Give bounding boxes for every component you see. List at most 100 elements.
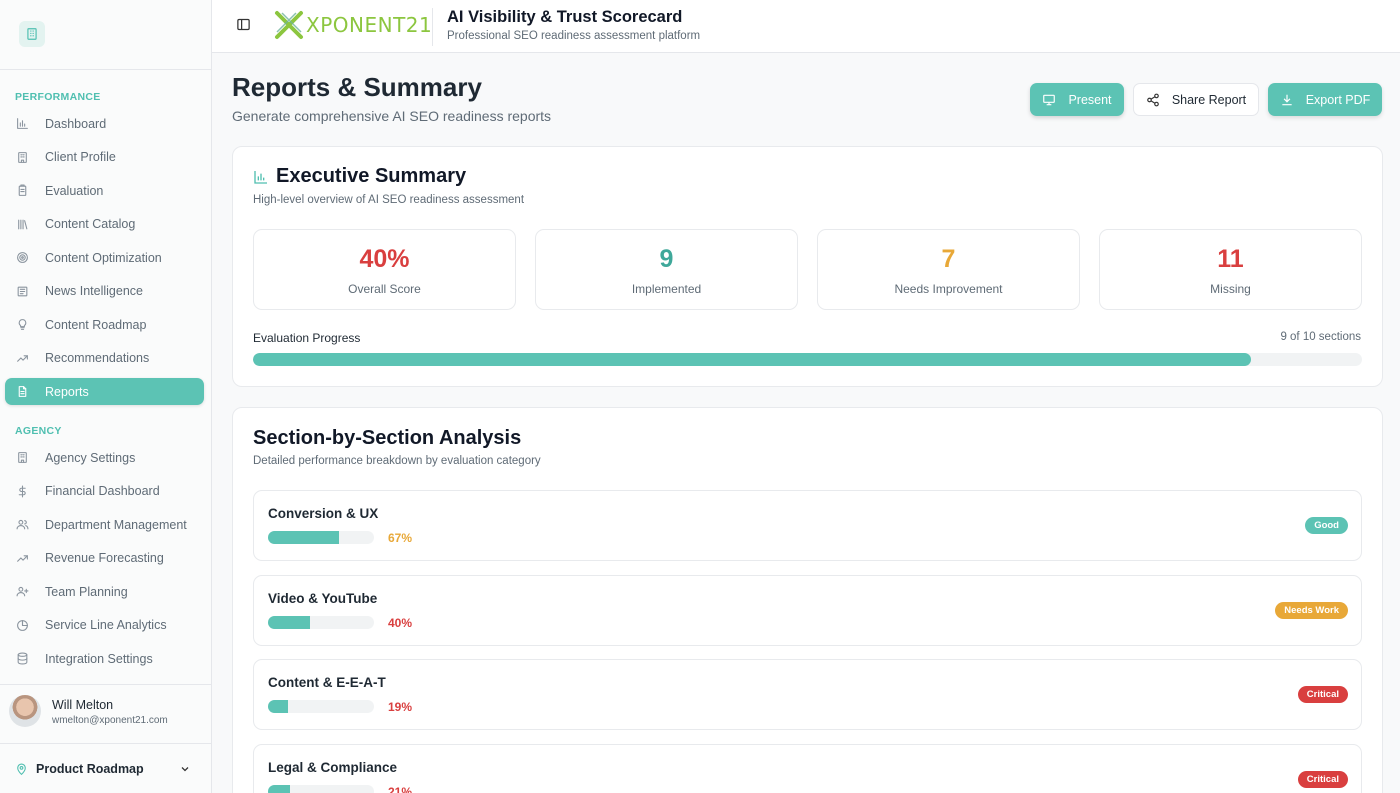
- stat-needs-improvement: 7 Needs Improvement: [817, 229, 1080, 310]
- sidebar-item-label: Service Line Analytics: [45, 618, 167, 632]
- header-divider: [432, 8, 433, 46]
- section-score-bar: [268, 700, 374, 713]
- user-plus-icon: [15, 585, 29, 599]
- sidebar-item-evaluation[interactable]: Evaluation: [5, 177, 204, 204]
- sidebar-item-reports[interactable]: Reports: [5, 378, 204, 405]
- sidebar-item-label: Client Profile: [45, 150, 116, 164]
- section-score-fill: [268, 700, 289, 713]
- building-icon: [15, 150, 29, 164]
- avatar: [9, 695, 41, 727]
- sidebar-item-client-profile[interactable]: Client Profile: [5, 144, 204, 171]
- trending-up-icon: [15, 551, 29, 565]
- sidebar-item-label: Agency Settings: [45, 450, 136, 465]
- lightbulb-icon: [15, 318, 29, 332]
- product-roadmap-label: Product Roadmap: [36, 762, 144, 776]
- section-score-percent: 19%: [388, 700, 413, 714]
- stat-label: Implemented: [631, 282, 702, 296]
- executive-summary-title: Executive Summary: [276, 165, 467, 187]
- executive-summary-card: Executive Summary High-level overview of…: [232, 146, 1383, 387]
- sidebar-item-label: News Intelligence: [45, 284, 143, 298]
- evaluation-progress-label: Evaluation Progress: [253, 331, 361, 345]
- share-report-button[interactable]: Share Report: [1133, 83, 1259, 116]
- download-icon: [1280, 93, 1294, 107]
- clipboard-icon: [15, 184, 29, 198]
- section-name: Legal & Compliance: [268, 759, 398, 775]
- export-pdf-button[interactable]: Export PDF: [1268, 83, 1382, 116]
- section-row[interactable]: Legal & Compliance 21% Critical: [253, 743, 1362, 793]
- user-email: wmelton@xponent21.com: [52, 715, 168, 726]
- sidebar-item-financial-dashboard[interactable]: Financial Dashboard: [5, 478, 204, 505]
- section-row[interactable]: Content & E-E-A-T 19% Critical: [253, 659, 1362, 730]
- sidebar-item-recommendations[interactable]: Recommendations: [5, 345, 204, 372]
- section-score-bar: [268, 531, 374, 544]
- section-score-bar: [268, 615, 374, 629]
- sidebar-item-label: Dashboard: [45, 116, 107, 131]
- evaluation-progress-bar: [253, 353, 1362, 366]
- monitor-icon: [1042, 93, 1056, 107]
- dollar-icon: [15, 484, 29, 498]
- section-label-performance: PERFORMANCE: [15, 91, 101, 103]
- sidebar-item-label: Team Planning: [45, 584, 128, 599]
- sidebar-item-revenue-forecasting[interactable]: Revenue Forecasting: [5, 545, 204, 572]
- pie-chart-icon: [15, 618, 29, 632]
- stat-value: 40%: [359, 245, 410, 273]
- agency-nav: Agency Settings Financial Dashboard Depart…: [5, 444, 204, 679]
- share-report-label: Share Report: [1171, 92, 1247, 107]
- status-badge: Needs Work: [1275, 601, 1348, 619]
- user-name: Will Melton: [52, 698, 114, 712]
- stat-label: Missing: [1210, 282, 1251, 296]
- users-icon: [15, 518, 29, 532]
- section-score-fill: [268, 784, 291, 793]
- sidebar-item-label: Reports: [45, 384, 89, 399]
- user-profile[interactable]: Will Melton wmelton@xponent21.com: [0, 684, 211, 744]
- newspaper-icon: [15, 284, 29, 298]
- sidebar-item-news-intelligence[interactable]: News Intelligence: [5, 278, 204, 305]
- section-label-agency: AGENCY: [15, 425, 62, 437]
- sidebar-item-department-management[interactable]: Department Management: [5, 511, 204, 538]
- section-row[interactable]: Video & YouTube 40% Needs Work: [253, 574, 1362, 646]
- sidebar-item-label: Content Catalog: [45, 217, 136, 231]
- section-name: Conversion & UX: [268, 506, 379, 521]
- building-logo-icon[interactable]: [19, 21, 45, 47]
- share-icon: [1146, 93, 1160, 107]
- sidebar-item-service-line-analytics[interactable]: Service Line Analytics: [5, 612, 204, 639]
- present-label: Present: [1068, 92, 1112, 107]
- section-analysis-card: Section-by-Section Analysis Detailed per…: [232, 407, 1383, 793]
- app-title: AI Visibility & Trust Scorecard: [447, 8, 683, 26]
- brand-logo[interactable]: XPONENT21: [274, 9, 432, 41]
- section-row[interactable]: Conversion & UX 67% Good: [253, 490, 1362, 561]
- status-badge: Critical: [1297, 770, 1348, 788]
- sidebar-item-content-optimization[interactable]: Content Optimization: [5, 244, 204, 271]
- target-icon: [15, 251, 29, 265]
- present-button[interactable]: Present: [1030, 83, 1124, 116]
- sidebar-item-dashboard[interactable]: Dashboard: [5, 110, 204, 137]
- sidebar-item-label: Department Management: [45, 517, 187, 532]
- sidebar-toggle-icon[interactable]: [236, 17, 252, 33]
- sidebar-item-label: Evaluation: [45, 183, 104, 198]
- product-roadmap-dropdown[interactable]: Product Roadmap: [0, 745, 211, 793]
- sidebar: PERFORMANCE Dashboard Client Profile Evalu…: [0, 0, 212, 793]
- sidebar-item-content-roadmap[interactable]: Content Roadmap: [5, 311, 204, 338]
- sidebar-item-integration-settings[interactable]: Integration Settings: [5, 645, 204, 672]
- section-score-percent: 40%: [388, 615, 413, 630]
- stat-value: 11: [1217, 245, 1244, 273]
- map-pin-icon: [15, 763, 28, 776]
- evaluation-progress-count: 9 of 10 sections: [1280, 331, 1361, 343]
- section-score-bar: [268, 784, 374, 793]
- section-score-fill: [268, 531, 340, 544]
- stat-label: Needs Improvement: [894, 282, 1003, 296]
- section-name: Content & E-E-A-T: [268, 675, 386, 690]
- chevron-down-icon: [179, 763, 191, 775]
- page-title: Reports & Summary: [232, 72, 482, 102]
- building-icon: [15, 451, 29, 465]
- sidebar-item-team-planning[interactable]: Team Planning: [5, 578, 204, 605]
- sidebar-item-label: Content Roadmap: [45, 317, 147, 332]
- export-pdf-label: Export PDF: [1305, 92, 1371, 107]
- sidebar-item-label: Recommendations: [45, 351, 150, 365]
- sidebar-logo-area: [0, 0, 211, 70]
- library-icon: [15, 217, 29, 231]
- sidebar-item-label: Integration Settings: [45, 651, 153, 666]
- sidebar-item-content-catalog[interactable]: Content Catalog: [5, 211, 204, 238]
- sidebar-item-agency-settings[interactable]: Agency Settings: [5, 444, 204, 471]
- file-text-icon: [15, 385, 29, 399]
